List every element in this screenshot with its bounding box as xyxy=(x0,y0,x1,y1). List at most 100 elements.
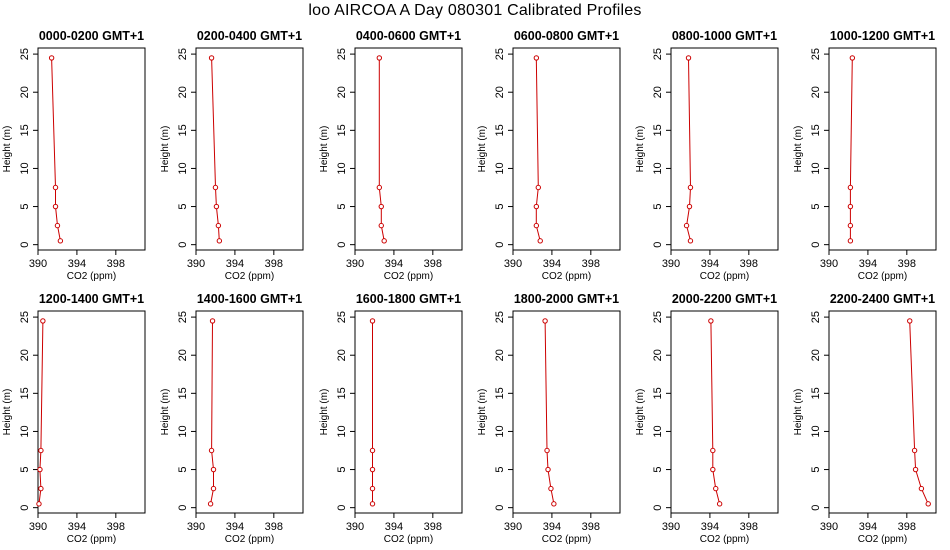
y-tick-label: 15 xyxy=(652,124,664,136)
data-point xyxy=(687,184,694,191)
y-tick-label: 0 xyxy=(177,242,189,248)
data-point xyxy=(907,318,913,324)
y-tick-label: 0 xyxy=(19,242,31,248)
plot-frame xyxy=(512,310,621,514)
y-tick-label: 0 xyxy=(810,242,822,248)
page-title: loo AIRCOA A Day 080301 Calibrated Profi… xyxy=(308,2,642,19)
x-tick-label: 398 xyxy=(107,521,125,533)
x-tick-label: 394 xyxy=(543,258,561,270)
y-tick-label: 25 xyxy=(652,311,664,323)
panel-title: 1400-1600 GMT+1 xyxy=(197,292,302,306)
y-tick-label: 0 xyxy=(177,505,189,511)
data-point xyxy=(209,318,216,324)
y-tick-label: 5 xyxy=(19,203,31,209)
y-tick-label: 15 xyxy=(177,387,189,399)
profile-line xyxy=(51,57,61,241)
x-tick-label: 390 xyxy=(187,258,205,270)
panel-title: 0800-1000 GMT+1 xyxy=(672,29,777,43)
y-tick-label: 20 xyxy=(810,349,822,361)
y-tick-label: 0 xyxy=(494,505,506,511)
y-tick-label: 0 xyxy=(494,242,506,248)
data-point xyxy=(687,238,694,244)
y-tick-label: 5 xyxy=(494,203,506,209)
data-point xyxy=(48,55,55,61)
y-axis-label: Height (m) xyxy=(635,389,646,436)
x-axis-label: CO2 (ppm) xyxy=(384,271,433,282)
x-tick-label: 394 xyxy=(859,521,877,533)
y-tick-label: 0 xyxy=(336,505,348,511)
x-tick-label: 390 xyxy=(346,258,364,270)
y-tick-label: 5 xyxy=(652,203,664,209)
y-tick-label: 25 xyxy=(336,48,348,60)
y-axis-label: Height (m) xyxy=(477,389,488,436)
x-tick-label: 394 xyxy=(543,521,561,533)
y-axis-label: Height (m) xyxy=(477,126,488,173)
x-tick-label: 390 xyxy=(504,521,522,533)
data-point xyxy=(683,222,690,229)
data-point xyxy=(36,501,42,507)
data-point xyxy=(210,466,217,473)
x-tick-label: 390 xyxy=(820,258,838,270)
panel-title: 0200-0400 GMT+1 xyxy=(197,29,302,43)
x-axis-label: CO2 (ppm) xyxy=(67,534,116,545)
y-tick-label: 10 xyxy=(19,425,31,437)
panel-title: 2000-2200 GMT+1 xyxy=(672,292,777,306)
data-point xyxy=(548,485,554,492)
data-point xyxy=(212,184,219,191)
data-point xyxy=(208,447,215,454)
data-point xyxy=(542,318,548,324)
data-point xyxy=(713,485,719,492)
data-point xyxy=(369,466,376,473)
y-tick-label: 10 xyxy=(177,425,189,437)
data-point xyxy=(381,238,387,244)
data-point xyxy=(378,203,384,210)
data-point xyxy=(710,447,716,454)
data-point xyxy=(533,222,540,229)
data-point xyxy=(369,318,376,324)
x-tick-label: 394 xyxy=(701,258,719,270)
y-tick-label: 5 xyxy=(177,203,189,209)
profile-line xyxy=(535,57,541,242)
y-tick-label: 20 xyxy=(652,349,664,361)
y-tick-label: 20 xyxy=(177,86,189,98)
y-tick-label: 25 xyxy=(19,48,31,60)
data-point xyxy=(686,203,693,210)
data-point xyxy=(545,466,551,473)
y-tick-label: 25 xyxy=(494,311,506,323)
y-axis-label: Height (m) xyxy=(635,126,646,173)
y-tick-label: 25 xyxy=(336,311,348,323)
y-tick-label: 10 xyxy=(652,425,664,437)
x-tick-label: 390 xyxy=(504,258,522,270)
y-tick-label: 10 xyxy=(336,162,348,174)
plot-frame xyxy=(670,47,779,251)
profile-line xyxy=(849,57,853,241)
panel-title: 0000-0200 GMT+1 xyxy=(39,29,144,43)
panel-title: 1600-1800 GMT+1 xyxy=(356,292,461,306)
data-point xyxy=(551,501,557,507)
x-axis-label: CO2 (ppm) xyxy=(700,534,749,545)
y-tick-label: 20 xyxy=(336,86,348,98)
y-tick-label: 15 xyxy=(336,387,348,399)
x-tick-label: 398 xyxy=(107,258,125,270)
profile-line xyxy=(378,57,385,241)
data-point xyxy=(369,447,376,454)
x-tick-label: 390 xyxy=(187,521,205,533)
data-point xyxy=(52,203,59,210)
x-axis-label: CO2 (ppm) xyxy=(225,534,274,545)
profile-line xyxy=(211,57,220,241)
x-tick-label: 390 xyxy=(820,521,838,533)
data-point xyxy=(208,55,215,61)
data-point xyxy=(38,447,44,454)
y-axis-label: Height (m) xyxy=(319,389,330,436)
data-point xyxy=(847,203,854,210)
data-point xyxy=(849,55,856,61)
panel-title: 0400-0600 GMT+1 xyxy=(356,29,461,43)
y-tick-label: 10 xyxy=(494,425,506,437)
